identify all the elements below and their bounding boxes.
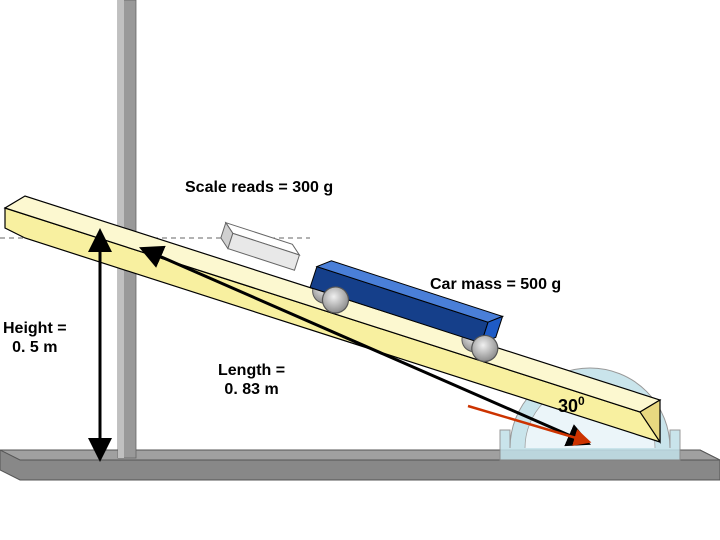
car-mass-label: Car mass = 500 g <box>430 275 561 294</box>
length-label: Length = 0. 83 m <box>218 342 285 400</box>
height-label: Height = 0. 5 m <box>3 300 67 358</box>
scale-reads-label: Scale reads = 300 g <box>185 178 333 197</box>
angle-label: 300 <box>558 394 585 418</box>
